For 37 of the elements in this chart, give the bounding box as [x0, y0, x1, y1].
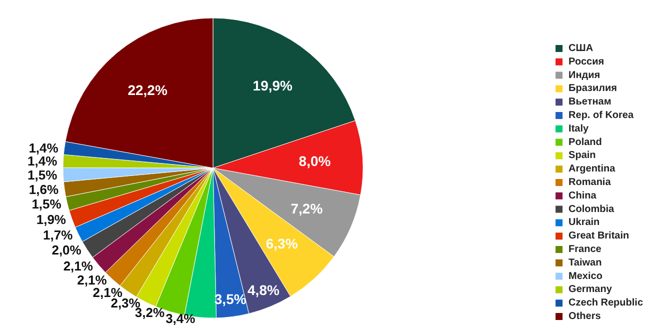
data-label: 7,2%: [290, 200, 324, 216]
legend-label: США: [568, 43, 594, 54]
legend-label: Россия: [568, 56, 604, 68]
legend-label: Germany: [568, 284, 612, 296]
legend-label: Colombia: [568, 204, 615, 215]
legend-label: Great Britain: [568, 230, 630, 242]
legend-label: Spain: [568, 150, 596, 162]
data-label: 2,1%: [63, 258, 94, 274]
data-label: 1,4%: [28, 140, 59, 156]
legend-label: France: [568, 244, 602, 255]
legend-label: Mexico: [568, 270, 602, 282]
legend-label: China: [568, 190, 597, 202]
data-label: 22,2%: [128, 82, 168, 98]
legend-label: Czech Republic: [568, 298, 644, 309]
data-label: 3,4%: [166, 310, 196, 325]
data-label: 1,9%: [36, 212, 66, 227]
legend-label: Poland: [568, 136, 602, 148]
data-label: 1,5%: [32, 196, 62, 212]
data-label: 1,4%: [28, 154, 58, 169]
legend-label: Others: [568, 311, 602, 322]
data-label: 2,0%: [52, 242, 82, 258]
legend-label: Romania: [568, 177, 612, 188]
legend-label: Italy: [568, 123, 589, 134]
legend-label: Вьетнам: [568, 96, 612, 108]
legend-label: Argentina: [568, 164, 616, 175]
data-label: 8,0%: [298, 152, 332, 169]
legend-label: Ukrain: [568, 217, 600, 228]
data-label: 1,5%: [28, 167, 58, 182]
data-label: 6,3%: [266, 235, 298, 252]
data-label: 1,6%: [28, 182, 59, 197]
data-label: 1,7%: [43, 228, 74, 243]
legend-label: Taiwan: [568, 257, 602, 268]
legend-label: Rep. of Korea: [568, 110, 634, 121]
legend-label: Бразилия: [568, 83, 618, 94]
legend-label: Индия: [568, 70, 600, 81]
data-label: 19,9%: [252, 77, 294, 94]
data-label: 4,8%: [248, 282, 280, 298]
